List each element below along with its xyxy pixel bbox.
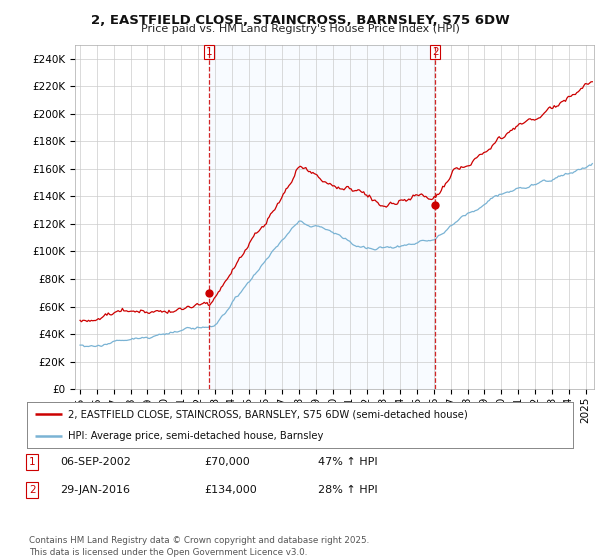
- Text: 1: 1: [206, 47, 212, 57]
- Text: 1: 1: [29, 457, 35, 467]
- Text: 2: 2: [432, 47, 439, 57]
- Text: 29-JAN-2016: 29-JAN-2016: [60, 485, 130, 495]
- Bar: [209, 45, 435, 389]
- Text: 2, EASTFIELD CLOSE, STAINCROSS, BARNSLEY, S75 6DW (semi-detached house): 2, EASTFIELD CLOSE, STAINCROSS, BARNSLEY…: [68, 409, 468, 419]
- Text: HPI: Average price, semi-detached house, Barnsley: HPI: Average price, semi-detached house,…: [68, 431, 323, 441]
- Text: £70,000: £70,000: [204, 457, 250, 467]
- Text: £134,000: £134,000: [204, 485, 257, 495]
- Text: Price paid vs. HM Land Registry's House Price Index (HPI): Price paid vs. HM Land Registry's House …: [140, 24, 460, 34]
- Text: 2, EASTFIELD CLOSE, STAINCROSS, BARNSLEY, S75 6DW: 2, EASTFIELD CLOSE, STAINCROSS, BARNSLEY…: [91, 14, 509, 27]
- Text: 28% ↑ HPI: 28% ↑ HPI: [318, 485, 377, 495]
- Text: Contains HM Land Registry data © Crown copyright and database right 2025.
This d: Contains HM Land Registry data © Crown c…: [29, 536, 369, 557]
- Text: 2: 2: [29, 485, 35, 495]
- Text: 06-SEP-2002: 06-SEP-2002: [60, 457, 131, 467]
- Text: 47% ↑ HPI: 47% ↑ HPI: [318, 457, 377, 467]
